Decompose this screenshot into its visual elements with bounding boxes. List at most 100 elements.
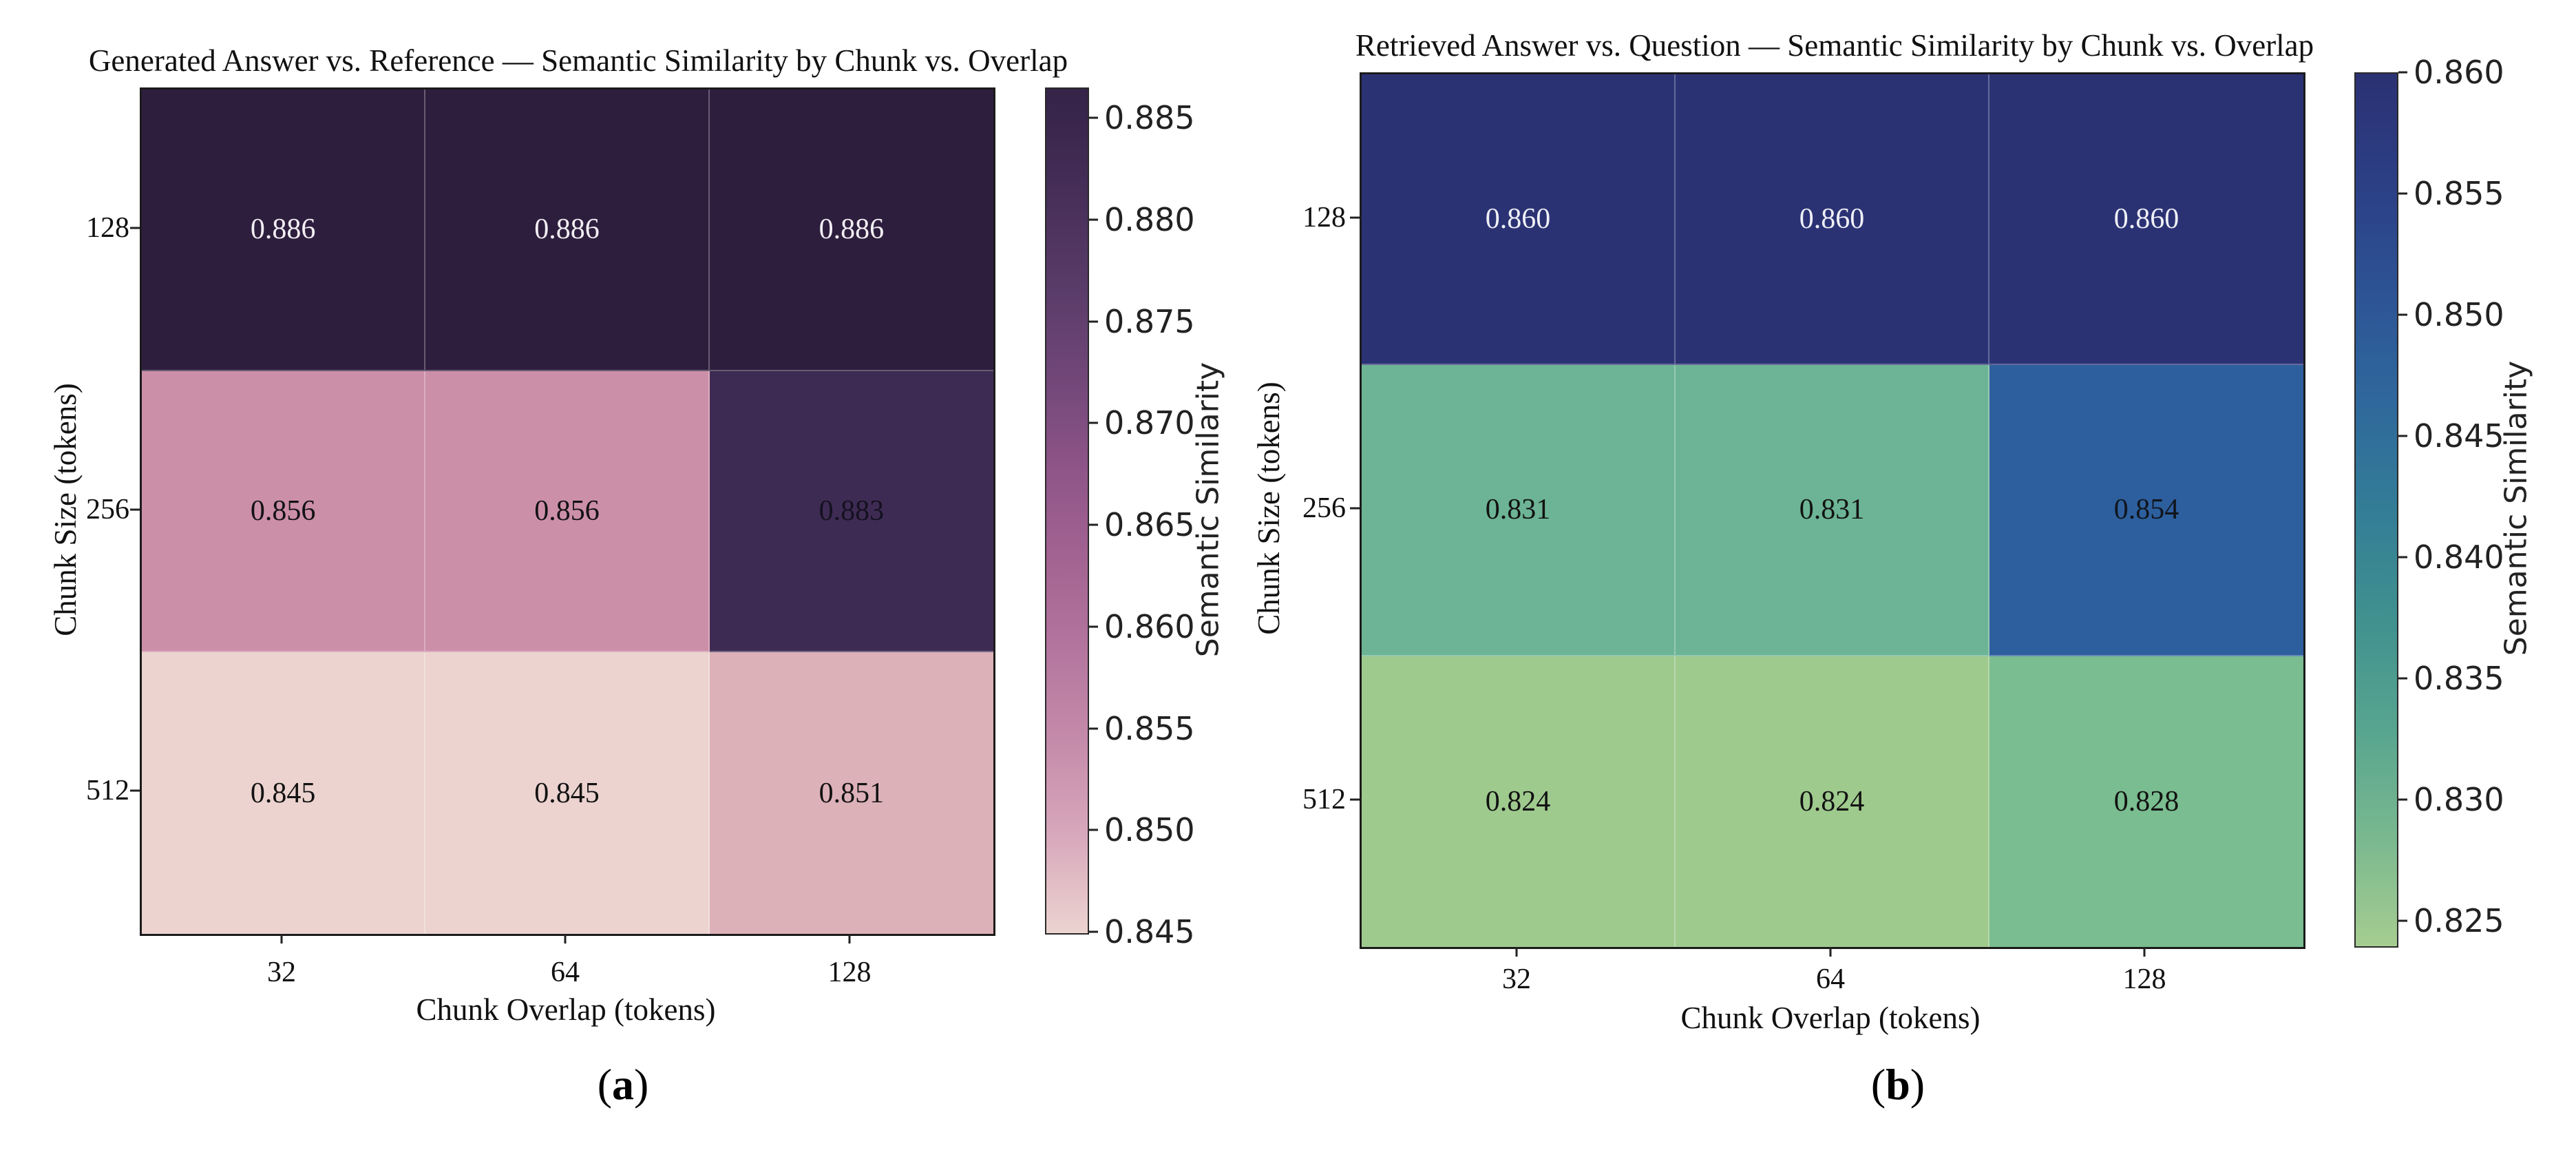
colorbar	[1045, 87, 1089, 935]
colorbar-ticks: 0.860 0.855 0.850 0.845 0.840 0.835 0.83…	[2398, 54, 2504, 945]
heatmap-cell: 0.860	[1989, 74, 2303, 366]
y-tick-label: 256	[1302, 492, 1346, 524]
colorbar-tick-label: 0.880	[1104, 201, 1195, 239]
heatmap-cell: 0.845	[142, 652, 426, 934]
x-tick-label: 32	[267, 957, 296, 988]
cell-value: 0.831	[1485, 494, 1551, 526]
caption-paren: )	[634, 1060, 649, 1109]
y-tick-mark	[130, 227, 140, 229]
colorbar-axis-label: Semantic Similarity	[1190, 362, 1226, 658]
colorbar-tick-label: 0.825	[2414, 901, 2504, 939]
cell-value: 0.856	[534, 494, 600, 527]
colorbar-ticks: 0.885 0.880 0.875 0.870 0.865 0.860 0.85…	[1089, 87, 1195, 950]
y-tick-mark	[1350, 216, 1360, 219]
colorbar-tick-label: 0.885	[1104, 99, 1195, 137]
cell-value: 0.886	[534, 213, 600, 246]
y-tick-label: 128	[1302, 202, 1346, 233]
x-tick-mark	[1515, 947, 1518, 957]
cell-value: 0.824	[1485, 785, 1551, 817]
heatmap-cell: 0.856	[142, 371, 426, 653]
caption-paren: )	[1910, 1060, 1925, 1109]
colorbar-tick-label: 0.855	[2414, 174, 2504, 212]
y-tick-label: 512	[1302, 784, 1346, 815]
caption-paren: (	[597, 1060, 612, 1109]
tick-mark	[2398, 677, 2407, 680]
panel-a-title: Generated Answer vs. Reference — Semanti…	[88, 43, 1068, 78]
y-tick-label: 128	[86, 212, 129, 244]
colorbar-tick-label: 0.830	[2414, 780, 2504, 818]
tick-mark	[1089, 930, 1098, 933]
cell-value: 0.883	[819, 494, 885, 527]
tick-mark	[1089, 625, 1098, 628]
heatmap-cell: 0.886	[142, 90, 426, 371]
heatmap-cell: 0.845	[425, 652, 710, 934]
cell-value: 0.851	[819, 777, 885, 809]
y-axis-label: Chunk Size (tokens)	[48, 383, 83, 636]
cell-value: 0.845	[250, 777, 316, 809]
heatmap-cell: 0.831	[1362, 365, 1676, 656]
colorbar-tick-label: 0.835	[2414, 659, 2504, 697]
tick-mark	[1089, 116, 1098, 119]
colorbar-tick-label: 0.875	[1104, 302, 1195, 340]
y-tick-mark	[130, 789, 140, 792]
x-tick-label: 128	[827, 957, 872, 988]
x-tick-label: 64	[1816, 963, 1845, 995]
y-tick-mark	[1350, 507, 1360, 510]
colorbar-tick-label: 0.840	[2414, 538, 2504, 576]
cell-value: 0.854	[2113, 494, 2179, 526]
heatmap-cell: 0.824	[1362, 656, 1676, 947]
subfigure-caption-a: (a)	[598, 1059, 649, 1110]
tick-mark	[1089, 523, 1098, 526]
heatmap-cell: 0.886	[425, 90, 710, 371]
tick-mark	[2398, 313, 2407, 316]
tick-mark	[1089, 218, 1098, 221]
tick-mark	[2398, 192, 2407, 195]
tick-mark	[1089, 421, 1098, 424]
tick-mark	[2398, 798, 2407, 801]
x-tick-label: 64	[551, 957, 580, 988]
panel-b-heatmap: 0.860 0.860 0.860 0.831 0.831 0.854 0.82…	[1360, 72, 2305, 949]
y-tick-label: 256	[86, 494, 129, 525]
heatmap-cell: 0.886	[709, 90, 993, 371]
caption-letter: b	[1886, 1060, 1910, 1109]
colorbar-tick-label: 0.850	[1104, 811, 1195, 849]
cell-value: 0.886	[819, 213, 885, 246]
colorbar-tick-label: 0.850	[2414, 295, 2504, 333]
cell-value: 0.831	[1799, 494, 1865, 526]
y-tick-label: 512	[86, 775, 129, 806]
heatmap-cell: 0.831	[1676, 365, 1989, 656]
colorbar-axis-label: Semantic Similarity	[2498, 360, 2534, 656]
y-axis-label: Chunk Size (tokens)	[1252, 382, 1286, 635]
tick-mark	[1089, 727, 1098, 730]
tick-mark	[1089, 320, 1098, 323]
heatmap-cell: 0.860	[1676, 74, 1989, 366]
x-tick-label: 32	[1502, 963, 1531, 995]
caption-paren: (	[1870, 1060, 1886, 1109]
y-tick-mark	[130, 508, 140, 511]
colorbar-tick-label: 0.865	[1104, 506, 1195, 544]
cell-value: 0.856	[250, 494, 316, 527]
panel-a-heatmap: 0.886 0.886 0.886 0.856 0.856 0.883 0.84…	[140, 87, 995, 936]
heatmap-cell: 0.883	[709, 371, 993, 653]
cell-value: 0.824	[1799, 785, 1865, 817]
colorbar-tick-label: 0.860	[1104, 607, 1195, 645]
colorbar-tick-label: 0.845	[1104, 913, 1195, 950]
cell-value: 0.860	[1485, 203, 1551, 236]
heatmap-cell: 0.860	[1362, 74, 1676, 366]
x-tick-mark	[848, 934, 851, 944]
colorbar	[2354, 72, 2398, 948]
cell-value: 0.828	[2113, 785, 2179, 817]
x-tick-mark	[1829, 947, 1832, 957]
tick-mark	[1089, 828, 1098, 831]
x-tick-mark	[280, 934, 283, 944]
tick-mark	[2398, 919, 2407, 922]
cell-value: 0.886	[250, 213, 316, 246]
colorbar-tick-label: 0.860	[2414, 54, 2504, 91]
y-tick-mark	[1350, 798, 1360, 801]
tick-mark	[2398, 435, 2407, 437]
heatmap-cell: 0.854	[1989, 365, 2303, 656]
x-tick-mark	[564, 934, 567, 944]
heatmap-cell: 0.824	[1676, 656, 1989, 947]
heatmap-cell: 0.856	[425, 371, 710, 653]
